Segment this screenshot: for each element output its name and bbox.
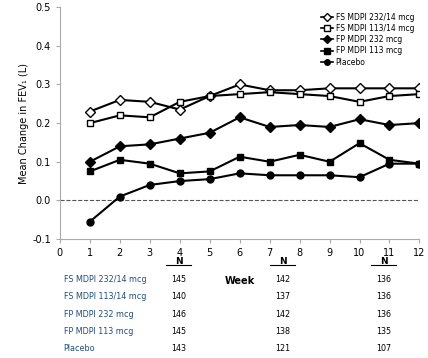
- Text: 143: 143: [171, 344, 186, 353]
- Text: FS MDPI 232/14 mcg: FS MDPI 232/14 mcg: [63, 275, 146, 284]
- Text: 146: 146: [171, 310, 186, 319]
- FP MDPI 113 mcg: [117, 158, 122, 162]
- Placebo: [387, 161, 392, 166]
- Placebo: [297, 173, 302, 178]
- Placebo: [417, 161, 422, 166]
- Text: 145: 145: [171, 275, 186, 284]
- Placebo: [237, 171, 242, 175]
- FS MDPI 113/14 mcg: [267, 90, 272, 94]
- Placebo: [147, 183, 152, 187]
- FS MDPI 113/14 mcg: [357, 100, 362, 104]
- FS MDPI 113/14 mcg: [417, 92, 422, 96]
- Text: 136: 136: [376, 292, 391, 301]
- FS MDPI 113/14 mcg: [297, 92, 302, 96]
- FS MDPI 232/14 mcg: [177, 107, 182, 112]
- FS MDPI 232/14 mcg: [327, 86, 332, 91]
- Line: FS MDPI 113/14 mcg: FS MDPI 113/14 mcg: [86, 89, 423, 127]
- FS MDPI 113/14 mcg: [237, 92, 242, 96]
- Placebo: [87, 219, 92, 224]
- Y-axis label: Mean Change in FEV₁ (L): Mean Change in FEV₁ (L): [19, 63, 30, 184]
- Text: 135: 135: [376, 327, 391, 336]
- FP MDPI 113 mcg: [147, 161, 152, 166]
- FP MDPI 232 mcg: [357, 117, 362, 121]
- FS MDPI 113/14 mcg: [87, 121, 92, 125]
- FS MDPI 113/14 mcg: [147, 115, 152, 120]
- Placebo: [327, 173, 332, 178]
- Text: 142: 142: [275, 310, 290, 319]
- FS MDPI 232/14 mcg: [417, 86, 422, 91]
- FP MDPI 113 mcg: [87, 169, 92, 174]
- Text: 136: 136: [376, 310, 391, 319]
- Text: FS MDPI 113/14 mcg: FS MDPI 113/14 mcg: [63, 292, 146, 301]
- FP MDPI 113 mcg: [417, 161, 422, 166]
- Placebo: [177, 179, 182, 183]
- Text: N: N: [175, 257, 182, 266]
- Line: FP MDPI 232 mcg: FP MDPI 232 mcg: [86, 114, 423, 165]
- FP MDPI 113 mcg: [207, 169, 212, 174]
- Text: 140: 140: [171, 292, 186, 301]
- Text: 136: 136: [376, 275, 391, 284]
- FP MDPI 232 mcg: [237, 115, 242, 120]
- Legend: FS MDPI 232/14 mcg, FS MDPI 113/14 mcg, FP MDPI 232 mcg, FP MDPI 113 mcg, Placeb: FS MDPI 232/14 mcg, FS MDPI 113/14 mcg, …: [320, 11, 416, 68]
- Text: N: N: [380, 257, 387, 266]
- Line: FS MDPI 232/14 mcg: FS MDPI 232/14 mcg: [86, 81, 423, 115]
- FS MDPI 232/14 mcg: [297, 88, 302, 92]
- Text: 138: 138: [275, 327, 290, 336]
- FP MDPI 232 mcg: [297, 123, 302, 127]
- Text: Week: Week: [225, 276, 255, 286]
- Text: 142: 142: [275, 275, 290, 284]
- FP MDPI 113 mcg: [237, 155, 242, 159]
- Line: FP MDPI 113 mcg: FP MDPI 113 mcg: [86, 140, 423, 177]
- FS MDPI 232/14 mcg: [267, 88, 272, 92]
- Placebo: [207, 177, 212, 181]
- Text: 145: 145: [171, 327, 186, 336]
- Placebo: [357, 175, 362, 179]
- FP MDPI 113 mcg: [387, 158, 392, 162]
- FS MDPI 113/14 mcg: [207, 94, 212, 98]
- FS MDPI 232/14 mcg: [87, 109, 92, 113]
- FP MDPI 113 mcg: [267, 160, 272, 164]
- FS MDPI 232/14 mcg: [207, 94, 212, 98]
- FS MDPI 232/14 mcg: [387, 86, 392, 91]
- FP MDPI 232 mcg: [177, 136, 182, 141]
- Line: Placebo: Placebo: [86, 160, 423, 225]
- FS MDPI 232/14 mcg: [357, 86, 362, 91]
- FP MDPI 232 mcg: [87, 160, 92, 164]
- Placebo: [117, 194, 122, 199]
- FP MDPI 113 mcg: [177, 171, 182, 175]
- Text: 137: 137: [275, 292, 290, 301]
- Text: Placebo: Placebo: [63, 344, 95, 353]
- FS MDPI 113/14 mcg: [327, 94, 332, 98]
- FS MDPI 232/14 mcg: [237, 82, 242, 87]
- Placebo: [267, 173, 272, 178]
- FP MDPI 232 mcg: [207, 131, 212, 135]
- FP MDPI 113 mcg: [297, 153, 302, 157]
- Text: FP MDPI 232 mcg: FP MDPI 232 mcg: [63, 310, 133, 319]
- Text: 107: 107: [376, 344, 391, 353]
- Text: FP MDPI 113 mcg: FP MDPI 113 mcg: [63, 327, 133, 336]
- FS MDPI 113/14 mcg: [387, 94, 392, 98]
- Text: N: N: [279, 257, 287, 266]
- FP MDPI 113 mcg: [327, 160, 332, 164]
- FP MDPI 232 mcg: [417, 121, 422, 125]
- FP MDPI 232 mcg: [267, 125, 272, 129]
- FS MDPI 113/14 mcg: [177, 100, 182, 104]
- FS MDPI 232/14 mcg: [117, 98, 122, 102]
- FP MDPI 113 mcg: [357, 141, 362, 145]
- FS MDPI 232/14 mcg: [147, 100, 152, 104]
- FS MDPI 113/14 mcg: [117, 113, 122, 117]
- FP MDPI 232 mcg: [147, 142, 152, 146]
- Text: 121: 121: [275, 344, 290, 353]
- FP MDPI 232 mcg: [327, 125, 332, 129]
- FP MDPI 232 mcg: [117, 144, 122, 149]
- FP MDPI 232 mcg: [387, 123, 392, 127]
